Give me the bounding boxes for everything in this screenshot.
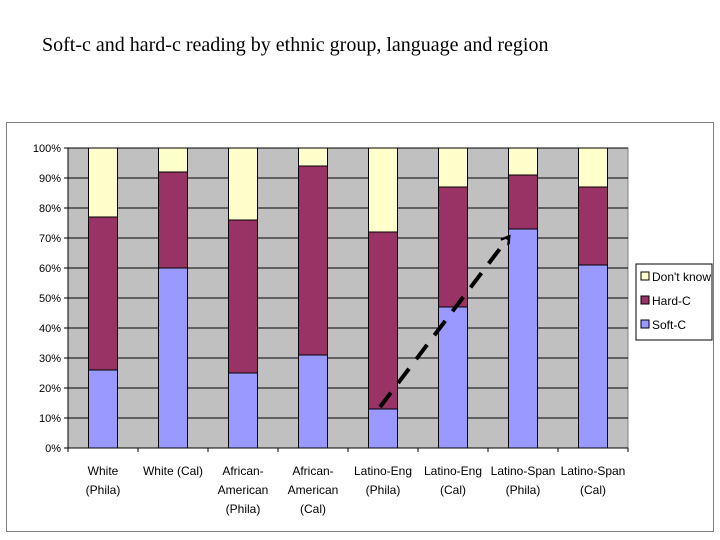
bar-segment-hard-c xyxy=(158,171,188,269)
legend-entry-label: Soft-C xyxy=(652,318,686,332)
legend-swatch xyxy=(640,295,650,305)
bar-segment-hard-c xyxy=(298,165,328,356)
bar-segment-soft-c xyxy=(158,267,188,449)
y-axis: 0% 10% 20% 30% 40% 50% 60% 70% 80% 90% 100% xyxy=(33,143,69,455)
category-label: Latino-Eng (Phila) xyxy=(354,464,412,497)
bar-segment-soft-c xyxy=(368,408,398,449)
bar-segment-hard-c xyxy=(368,231,398,410)
y-tick-label: 40% xyxy=(39,323,61,335)
bar-segment-soft-c xyxy=(88,369,118,449)
y-tick-label: 80% xyxy=(39,203,61,215)
y-tick-label: 100% xyxy=(33,143,61,155)
category-label: Latino-Eng (Cal) xyxy=(424,464,482,497)
bar-segment-hard-c xyxy=(88,216,118,371)
legend-swatch xyxy=(640,319,650,329)
bars xyxy=(88,147,608,449)
bar-segment-hard-c xyxy=(508,174,538,230)
bar-segment-soft-c xyxy=(228,372,258,449)
bar-segment-don-t-know xyxy=(88,147,118,218)
y-tick-label: 10% xyxy=(39,413,61,425)
bar-segment-hard-c xyxy=(228,219,258,374)
bar-segment-soft-c xyxy=(438,306,468,449)
bar-segment-don-t-know xyxy=(158,147,188,173)
y-tick-label: 0% xyxy=(45,443,61,455)
category-label: Latino-Span (Cal) xyxy=(561,464,626,497)
annotation xyxy=(378,238,508,409)
slide-title: Soft-c and hard-c reading by ethnic grou… xyxy=(42,34,549,56)
legend-entry-label: Don't know xyxy=(652,270,711,284)
bar-segment-don-t-know xyxy=(578,147,608,188)
y-tick-label: 90% xyxy=(39,173,61,185)
bar-segment-hard-c xyxy=(438,186,468,308)
bar-segment-soft-c xyxy=(298,354,328,449)
x-axis: White (Phila) White (Cal) African-American(… xyxy=(67,447,629,516)
legend-swatch xyxy=(640,271,650,281)
category-label: Latino-Span (Phila) xyxy=(491,464,556,497)
bar-segment-hard-c xyxy=(578,186,608,266)
bar-segment-soft-c xyxy=(508,228,538,449)
y-tick-label: 50% xyxy=(39,293,61,305)
category-label: African-American (Cal) xyxy=(288,464,339,516)
y-tick-label: 20% xyxy=(39,383,61,395)
bar-segment-don-t-know xyxy=(298,147,328,167)
bar-segment-don-t-know xyxy=(438,147,468,188)
y-tick-label: 70% xyxy=(39,233,61,245)
category-label: White (Cal) xyxy=(143,464,203,478)
dashed-arrow xyxy=(378,238,508,409)
category-label: White (Phila) xyxy=(86,464,121,497)
legend: Don't know Hard-C Soft-C xyxy=(635,263,713,341)
bar-segment-don-t-know xyxy=(228,147,258,221)
bar-segment-don-t-know xyxy=(368,147,398,233)
y-tick-label: 60% xyxy=(39,263,61,275)
bar-segment-don-t-know xyxy=(508,147,538,176)
category-label: African-American (Phila) xyxy=(218,464,269,516)
bar-segment-soft-c xyxy=(578,264,608,449)
legend-entry-label: Hard-C xyxy=(652,294,691,308)
y-tick-label: 30% xyxy=(39,353,61,365)
